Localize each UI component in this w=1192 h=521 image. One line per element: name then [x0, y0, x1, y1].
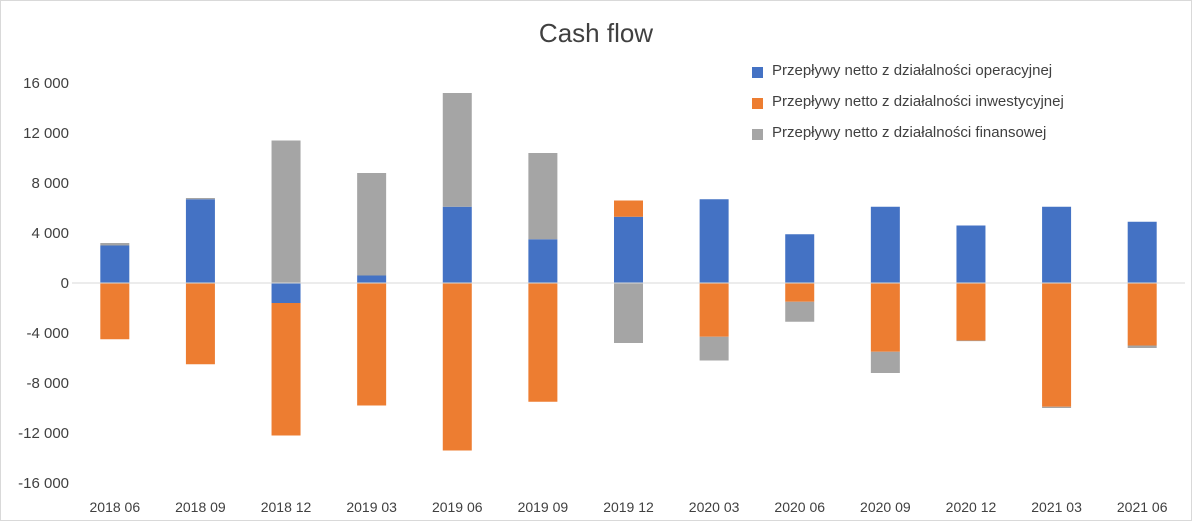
legend-swatch-financing — [752, 129, 763, 140]
legend-label-operating: Przepływy netto z działalności operacyjn… — [772, 62, 1053, 79]
bar-financing — [870, 351, 900, 373]
bar-investing — [442, 283, 472, 451]
chart-title: Cash flow — [538, 18, 654, 48]
x-tick-label: 2018 09 — [175, 499, 226, 515]
bar-financing — [528, 153, 558, 240]
bar-operating — [870, 206, 900, 283]
y-tick-label: -4 000 — [26, 325, 69, 342]
bar-operating — [1042, 206, 1072, 283]
bar-financing — [442, 93, 472, 207]
bar-operating — [1127, 221, 1157, 283]
bar-investing — [699, 283, 729, 337]
x-tick-label: 2021 06 — [1117, 499, 1168, 515]
x-tick-label: 2019 12 — [603, 499, 654, 515]
bar-financing — [1042, 406, 1072, 408]
bar-operating — [614, 216, 643, 283]
bar-financing — [357, 173, 387, 276]
bar-investing — [956, 283, 986, 341]
bar-financing — [699, 336, 729, 361]
bar-investing — [100, 283, 130, 340]
bar-investing — [614, 200, 643, 217]
bar-operating — [785, 234, 815, 283]
y-tick-label: 16 000 — [23, 75, 69, 92]
y-tick-label: 4 000 — [31, 225, 69, 242]
y-tick-label: -8 000 — [26, 375, 69, 392]
bar-investing — [185, 283, 215, 365]
bar-operating — [442, 206, 472, 283]
x-tick-label: 2018 12 — [261, 499, 312, 515]
bar-investing — [271, 303, 301, 436]
bar-financing — [271, 140, 301, 283]
y-tick-label: 0 — [61, 275, 69, 292]
bar-investing — [1042, 283, 1072, 407]
bar-operating — [271, 283, 301, 303]
x-tick-label: 2020 03 — [689, 499, 740, 515]
bar-investing — [1127, 283, 1157, 346]
bar-investing — [785, 283, 815, 302]
bar-financing — [185, 198, 215, 200]
y-tick-label: -16 000 — [18, 475, 69, 492]
x-tick-label: 2020 06 — [774, 499, 825, 515]
legend-swatch-investing — [752, 98, 763, 109]
bar-financing — [785, 301, 815, 322]
x-tick-label: 2018 06 — [90, 499, 141, 515]
legend-label-investing: Przepływy netto z działalności inwestycy… — [772, 93, 1064, 110]
x-tick-label: 2020 09 — [860, 499, 911, 515]
bar-financing — [1127, 345, 1157, 348]
bar-operating — [357, 275, 387, 283]
bar-operating — [699, 199, 729, 283]
y-tick-label: -12 000 — [18, 425, 69, 442]
x-tick-label: 2021 03 — [1031, 499, 1082, 515]
bar-financing — [614, 283, 643, 343]
bar-operating — [100, 245, 130, 283]
y-tick-label: 8 000 — [31, 175, 69, 192]
bar-operating — [185, 199, 215, 283]
bar-investing — [357, 283, 387, 406]
bar-financing — [100, 243, 130, 246]
legend-swatch-operating — [752, 67, 763, 78]
bar-investing — [528, 283, 558, 402]
x-tick-label: 2019 09 — [518, 499, 569, 515]
x-tick-label: 2019 06 — [432, 499, 483, 515]
y-tick-label: 12 000 — [23, 125, 69, 142]
bar-operating — [956, 225, 986, 283]
bar-financing — [956, 340, 986, 342]
bar-operating — [528, 239, 558, 283]
x-tick-label: 2019 03 — [346, 499, 397, 515]
bar-investing — [870, 283, 900, 352]
x-tick-label: 2020 12 — [946, 499, 997, 515]
legend-label-financing: Przepływy netto z działalności finansowe… — [772, 124, 1047, 141]
